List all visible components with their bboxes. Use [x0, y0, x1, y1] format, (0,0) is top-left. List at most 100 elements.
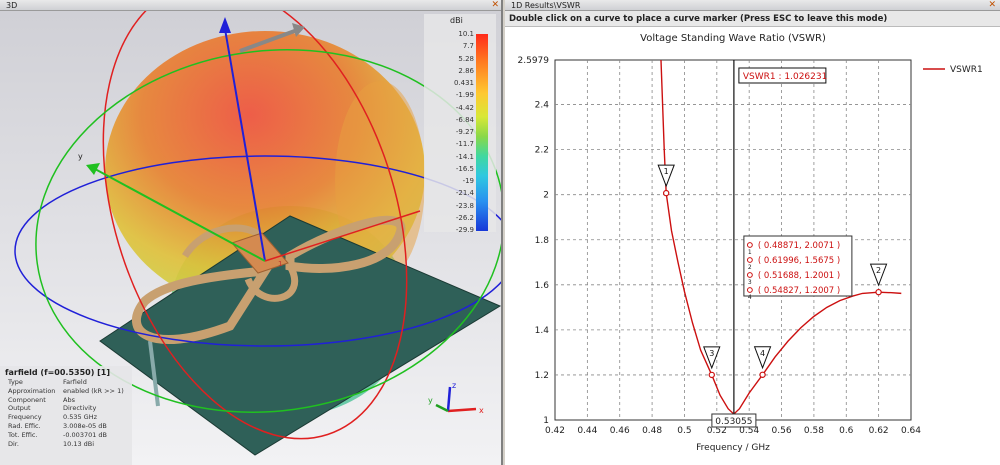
close-icon[interactable]: ✕	[988, 0, 996, 10]
view-arrow	[239, 27, 301, 53]
farfield-info-key: Output	[8, 404, 31, 413]
curve-marker-id-1: 1	[664, 167, 669, 176]
y-axis-arrow	[86, 163, 100, 175]
x-tick-label: 0.56	[772, 426, 792, 436]
view-3d-tab[interactable]: 3D ✕	[0, 0, 501, 11]
colorbar-tick-label: 0.431	[453, 79, 474, 87]
farfield-info-row: Output Directivity	[5, 404, 127, 413]
colorbar-tick-label: 10.1	[458, 30, 474, 38]
colorbar-tick-label: -23.8	[455, 201, 474, 210]
farfield-info-panel: farfield (f=00.5350) [1] Type Farfield App…	[0, 366, 132, 465]
farfield-info-key: Frequency	[8, 413, 42, 422]
colorbar-tick-label: 2.86	[458, 66, 474, 75]
curve-marker-id-4: 4	[760, 349, 765, 358]
farfield-info-row: Type Farfield	[5, 378, 127, 387]
farfield-info-value: Farfield	[63, 378, 87, 386]
marker-list-box	[743, 235, 853, 297]
farfield-info-key: Tot. Effic.	[8, 430, 38, 439]
y-tick-label: 2.2	[535, 146, 549, 156]
curve-marker-flag-1	[657, 164, 675, 188]
farfield-info-key: Component	[8, 395, 46, 404]
y-tick-label: 2	[543, 191, 549, 201]
port-label: 1	[278, 260, 282, 268]
x-axis-line	[264, 210, 421, 262]
marker-list-id: 3	[748, 279, 752, 286]
marker-list-id: 1	[748, 249, 752, 256]
farfield-info-value: enabled (kR >> 1)	[63, 386, 124, 395]
colorbar-tick-label: -26.2	[455, 213, 474, 222]
marker-list-id: 2	[748, 264, 752, 271]
colorbar-gradient	[476, 34, 488, 231]
y-tick-label: 2.4	[535, 101, 550, 111]
marker-list-label: ( 0.54827, 1.2007 )	[758, 286, 840, 296]
y-tick-label: 1.4	[535, 326, 550, 336]
gizmo-z-axis	[446, 386, 452, 412]
curve-marker-flag-4	[753, 346, 772, 370]
farfield-info-title: farfield (f=00.5350) [1]	[5, 368, 111, 377]
colorbar-legend: dBi 10.1 7.7 5.28 2.86 0.431 -1.99 -4.42 -6.84 -…	[424, 14, 496, 234]
farfield-info-key: Approximation	[8, 386, 56, 395]
curve-marker-3	[708, 371, 715, 379]
chart-title: Voltage Standing Wave Ratio (VSWR)	[640, 33, 826, 44]
x-tick-label: 0.58	[804, 426, 824, 436]
theta-cut-red	[102, 11, 408, 440]
farfield-info-value: 0.535 GHz	[63, 413, 98, 422]
antenna-loop-right	[285, 215, 406, 273]
marker-list-dot	[746, 272, 753, 278]
phi-cut-circle	[14, 155, 501, 347]
y-tick-label: 1.8	[535, 236, 550, 246]
close-icon[interactable]: ✕	[491, 0, 499, 10]
marker-list-dot	[746, 287, 753, 293]
colorbar-tick-label: 5.28	[458, 54, 474, 63]
colorbar-tick-label: -4.42	[455, 103, 474, 112]
farfield-info-value: 10.13 dBi	[63, 439, 95, 448]
gizmo-y-axis	[435, 403, 449, 413]
farfield-info-value: Abs	[63, 395, 75, 404]
antenna-feed-patch	[231, 232, 289, 274]
x-axis-label: Frequency / GHz	[696, 443, 770, 453]
farfield-info-key: Rad. Effic.	[8, 421, 41, 430]
curve-marker-flag-2	[869, 263, 888, 287]
curve-marker-2	[875, 288, 882, 296]
x-tick-label: 0.6	[839, 426, 854, 436]
curve-marker-flag-3	[703, 346, 721, 370]
marker-list-dot	[746, 257, 753, 263]
gizmo-z-label: z	[452, 381, 456, 390]
farfield-3d-view[interactable]: 3D ✕	[0, 0, 503, 465]
curve-marker-1	[662, 189, 670, 197]
y-axis-label: y	[78, 152, 83, 161]
colorbar-tick-label: -14.1	[455, 152, 474, 161]
farfield-info-row: Dir. 10.13 dBi	[5, 440, 127, 449]
curve-marker-id-2: 2	[876, 266, 881, 275]
legend-label-vswr1: VSWR1	[950, 65, 983, 75]
colorbar-tick-label: -19	[462, 177, 474, 185]
z-axis-arrow	[219, 17, 231, 33]
farfield-scene[interactable]: 1 y x z y	[0, 11, 503, 465]
view-arrow-head	[292, 23, 305, 37]
gizmo-x-label: x	[479, 406, 484, 415]
colorbar-tick-label: -16.5	[455, 164, 474, 173]
farfield-info-rows: Type Farfield Approximation enabled (kR >> …	[5, 378, 127, 448]
antenna-arm-right	[244, 264, 299, 302]
gizmo-y-label: y	[428, 396, 433, 405]
curve-marker-id-3: 3	[709, 349, 714, 358]
results-1d-tab[interactable]: 1D Results\VSWR ✕	[505, 0, 1000, 11]
colorbar-tick-label: -9.27	[455, 128, 474, 136]
gizmo-x-axis	[447, 407, 477, 413]
marker-list-id: 4	[748, 294, 752, 301]
marker-list-dot	[746, 242, 753, 248]
results-1d-view[interactable]: 1D Results\VSWR ✕ Double click on a curv…	[505, 0, 1000, 465]
colorbar-tick-label: -21.4	[455, 189, 474, 198]
cursor-x-readout: 0.53055	[715, 417, 752, 427]
y-tick-label: 1	[543, 416, 549, 426]
colorbar-unit: dBi	[450, 16, 463, 25]
farfield-info-key: Type	[8, 378, 23, 386]
x-tick-label: 0.46	[610, 426, 630, 436]
y-tick-label: 1.2	[535, 371, 549, 381]
farfield-info-value: -0.003701 dB	[63, 430, 108, 439]
antenna-loop-left	[131, 265, 274, 345]
vswr-chart[interactable]: Voltage Standing Wave Ratio (VSWR) 0.42 0.…	[505, 27, 1000, 465]
marker-list-label: ( 0.48871, 2.0071 )	[758, 241, 840, 251]
farfield-info-row: Rad. Effic. 3.008e-05 dB	[5, 422, 127, 431]
